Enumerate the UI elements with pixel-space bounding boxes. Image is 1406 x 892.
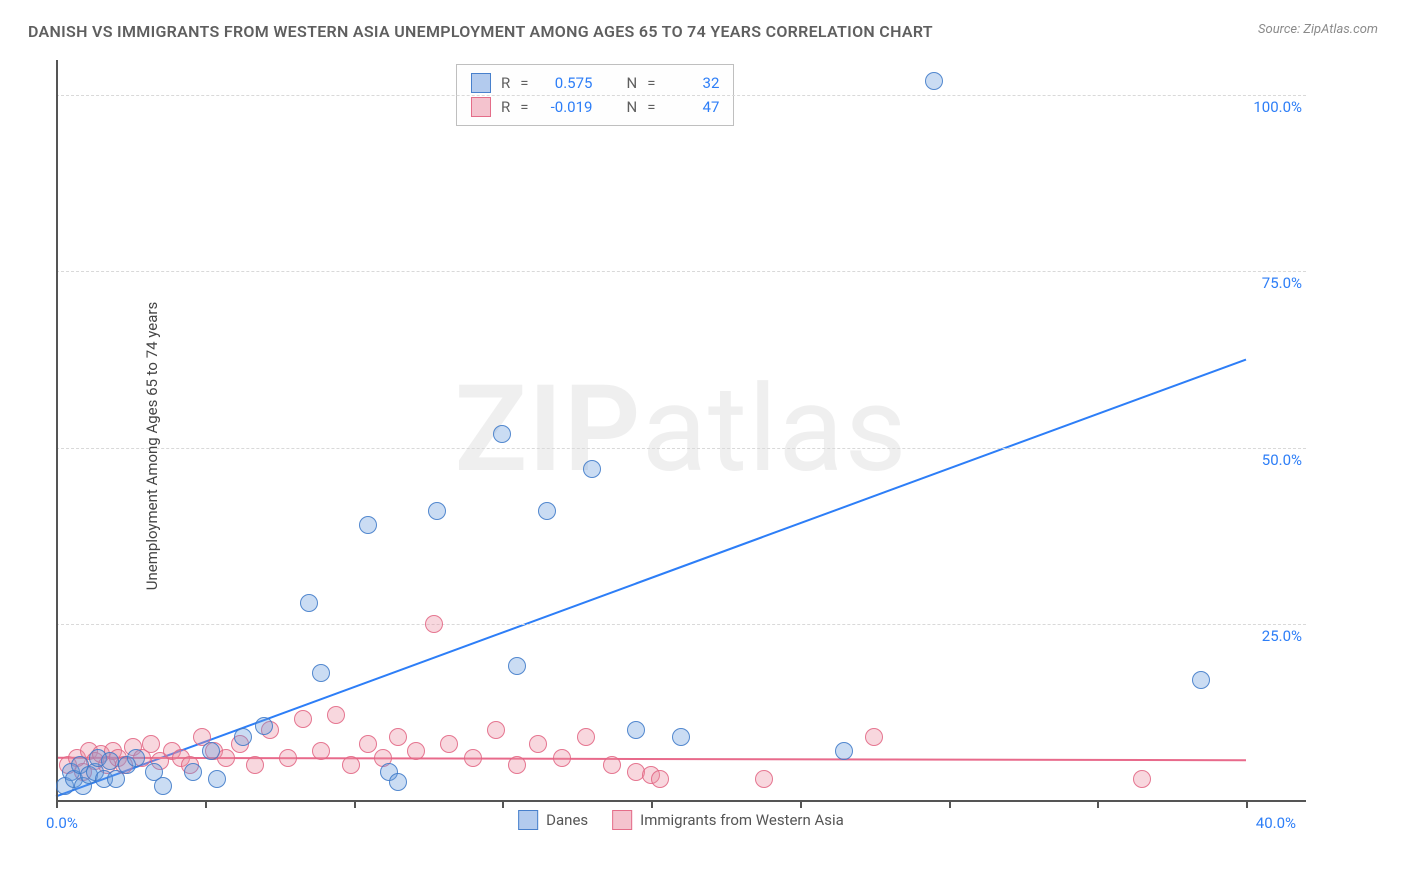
scatter-point [359, 735, 377, 753]
scatter-point [508, 657, 526, 675]
scatter-point [312, 742, 330, 760]
n-value-danes: 32 [665, 71, 719, 95]
r-label: R [501, 95, 510, 119]
scatter-point [925, 72, 943, 90]
scatter-point [493, 425, 511, 443]
scatter-point [359, 516, 377, 534]
scatter-point [425, 615, 443, 633]
chart-title: DANISH VS IMMIGRANTS FROM WESTERN ASIA U… [28, 22, 933, 41]
gridline [56, 624, 1306, 625]
legend-label: Immigrants from Western Asia [640, 811, 844, 829]
r-value-danes: 0.575 [538, 71, 592, 95]
scatter-point [487, 721, 505, 739]
x-tick [949, 800, 951, 808]
scatter-chart: ZIPatlas R = 0.575 N = 32 R = -0.019 N =… [56, 60, 1306, 830]
legend-label: Danes [546, 811, 588, 829]
scatter-point [312, 664, 330, 682]
scatter-point [627, 721, 645, 739]
scatter-point [208, 770, 226, 788]
legend-swatch-pink [471, 97, 491, 117]
x-axis-max-label: 40.0% [1256, 814, 1296, 832]
scatter-point [127, 749, 145, 767]
y-tick-label: 75.0% [1262, 274, 1306, 292]
y-tick-label: 100.0% [1253, 98, 1306, 116]
scatter-point [440, 735, 458, 753]
scatter-point [407, 742, 425, 760]
scatter-point [255, 717, 273, 735]
scatter-point [577, 728, 595, 746]
scatter-point [835, 742, 853, 760]
scatter-point [107, 770, 125, 788]
stats-row-immigrants: R = -0.019 N = 47 [471, 95, 719, 119]
x-tick [1246, 800, 1248, 808]
gridline [56, 95, 1306, 96]
bottom-legend: Danes Immigrants from Western Asia [518, 810, 844, 830]
scatter-point [672, 728, 690, 746]
scatter-point [428, 502, 446, 520]
scatter-point [553, 749, 571, 767]
gridline [56, 448, 1306, 449]
stats-row-danes: R = 0.575 N = 32 [471, 71, 719, 95]
x-tick [56, 800, 58, 808]
x-tick [651, 800, 653, 808]
legend-item: Danes [518, 810, 588, 830]
n-label: N [626, 95, 637, 119]
r-label: R [501, 71, 510, 95]
scatter-point [651, 770, 669, 788]
scatter-point [538, 502, 556, 520]
scatter-point [234, 728, 252, 746]
scatter-point [464, 749, 482, 767]
scatter-point [342, 756, 360, 774]
x-axis-min-label: 0.0% [46, 814, 78, 832]
n-label: N [626, 71, 637, 95]
r-value-immigrants: -0.019 [538, 95, 592, 119]
scatter-point [865, 728, 883, 746]
scatter-point [508, 756, 526, 774]
y-tick-label: 25.0% [1262, 627, 1306, 645]
scatter-point [327, 706, 345, 724]
scatter-point [202, 742, 220, 760]
scatter-point [154, 777, 172, 795]
gridline [56, 271, 1306, 272]
scatter-point [755, 770, 773, 788]
legend-item: Immigrants from Western Asia [612, 810, 844, 830]
scatter-point [294, 710, 312, 728]
x-axis-line [56, 800, 1306, 802]
x-tick [800, 800, 802, 808]
legend-swatch-blue [518, 810, 538, 830]
y-tick-label: 50.0% [1262, 451, 1306, 469]
equals-sign: = [520, 95, 528, 119]
scatter-point [101, 752, 119, 770]
x-tick [205, 800, 207, 808]
scatter-point [142, 735, 160, 753]
y-axis-line [56, 60, 58, 800]
legend-swatch-pink [612, 810, 632, 830]
x-tick [1097, 800, 1099, 808]
scatter-point [246, 756, 264, 774]
equals-sign: = [520, 71, 528, 95]
legend-swatch-blue [471, 73, 491, 93]
scatter-point [300, 594, 318, 612]
trend-line [56, 360, 1246, 797]
scatter-point [389, 728, 407, 746]
scatter-point [279, 749, 297, 767]
trend-lines-svg [56, 60, 1306, 830]
scatter-point [389, 773, 407, 791]
scatter-point [184, 763, 202, 781]
scatter-point [1192, 671, 1210, 689]
scatter-point [529, 735, 547, 753]
scatter-point [1133, 770, 1151, 788]
scatter-point [603, 756, 621, 774]
scatter-point [583, 460, 601, 478]
n-value-immigrants: 47 [665, 95, 719, 119]
source-credit: Source: ZipAtlas.com [1258, 22, 1378, 37]
x-tick [502, 800, 504, 808]
equals-sign: = [647, 95, 655, 119]
x-tick [354, 800, 356, 808]
equals-sign: = [647, 71, 655, 95]
